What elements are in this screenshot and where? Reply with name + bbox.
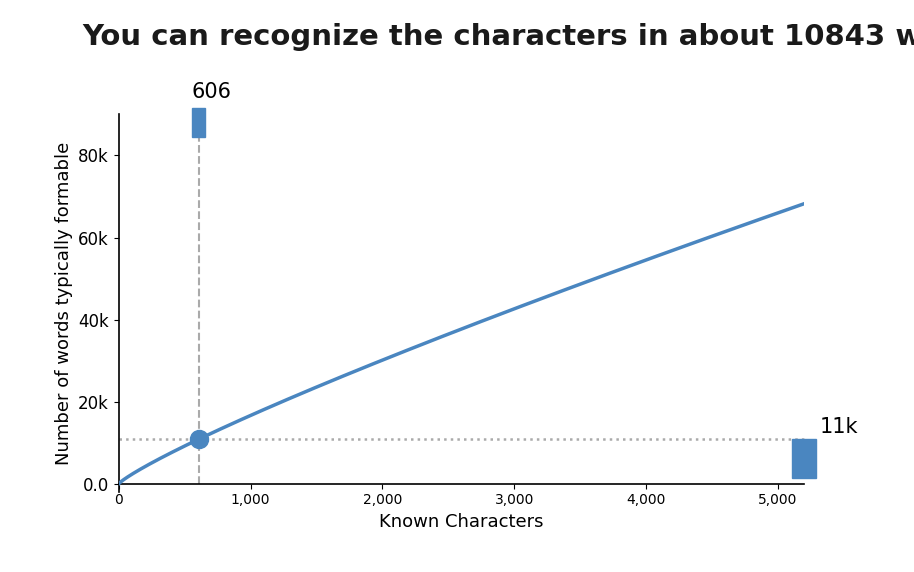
X-axis label: Known Characters: Known Characters <box>379 513 544 531</box>
Y-axis label: Number of words typically formable: Number of words typically formable <box>55 141 73 465</box>
Text: You can recognize the characters in about 10843 words:: You can recognize the characters in abou… <box>82 23 914 51</box>
Bar <box>792 439 816 478</box>
Bar <box>192 108 206 137</box>
Text: 606: 606 <box>191 82 231 102</box>
Text: 11k: 11k <box>820 417 858 437</box>
